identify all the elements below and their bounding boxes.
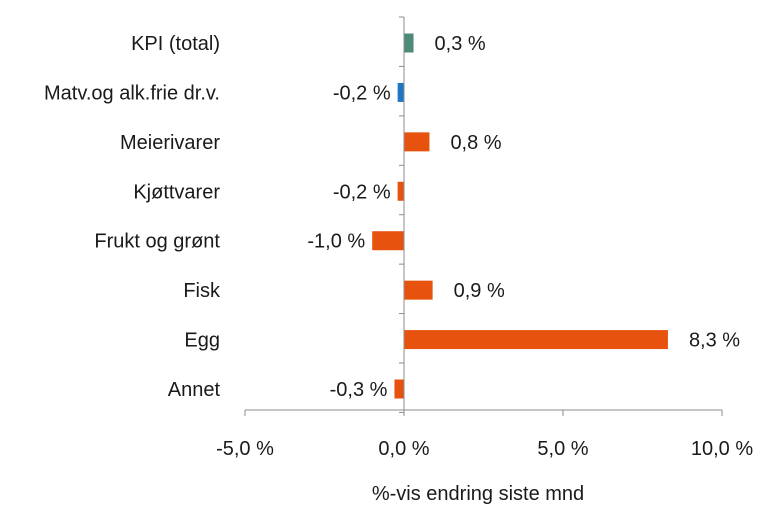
category-label: KPI (total) bbox=[131, 33, 220, 55]
data-label: -0,3 % bbox=[330, 379, 388, 401]
category-labels: KPI (total) Matv.og alk.frie dr.v. Meieriv… bbox=[44, 33, 221, 401]
bar bbox=[372, 231, 404, 251]
bar bbox=[397, 181, 404, 201]
data-label: 8,3 % bbox=[689, 330, 740, 352]
bar bbox=[404, 280, 433, 300]
x-axis-title: %-vis endring siste mnd bbox=[372, 483, 584, 505]
bar bbox=[404, 330, 668, 350]
category-label: Fisk bbox=[183, 280, 221, 302]
data-label: -1,0 % bbox=[307, 231, 365, 253]
data-label: 0,8 % bbox=[450, 132, 501, 154]
bar bbox=[397, 82, 404, 102]
x-tick-label: 5,0 % bbox=[537, 438, 588, 460]
category-label: Annet bbox=[168, 379, 221, 401]
category-label: Kjøttvarer bbox=[133, 181, 220, 203]
category-label: Meierivarer bbox=[120, 132, 220, 154]
data-label: -0,2 % bbox=[333, 181, 391, 203]
data-label: 0,9 % bbox=[454, 280, 505, 302]
bar bbox=[404, 132, 430, 152]
bar bbox=[404, 33, 414, 53]
data-labels: 0,3 % -0,2 % 0,8 % -0,2 % -1,0 % 0,9 % 8,3 % -0… bbox=[307, 33, 740, 401]
x-tick-label: 10,0 % bbox=[691, 438, 753, 460]
data-label: -0,2 % bbox=[333, 82, 391, 104]
data-label: 0,3 % bbox=[435, 33, 486, 55]
x-tick-label: -5,0 % bbox=[216, 438, 274, 460]
bars-group bbox=[372, 33, 668, 399]
axes bbox=[244, 16, 723, 416]
category-label: Egg bbox=[184, 330, 220, 352]
category-label: Matv.og alk.frie dr.v. bbox=[44, 82, 220, 104]
category-label: Frukt og grønt bbox=[94, 231, 220, 253]
x-tick-label: 0,0 % bbox=[378, 438, 429, 460]
bar bbox=[394, 379, 404, 399]
x-tick-labels: -5,0 % 0,0 % 5,0 % 10,0 % bbox=[216, 438, 753, 460]
